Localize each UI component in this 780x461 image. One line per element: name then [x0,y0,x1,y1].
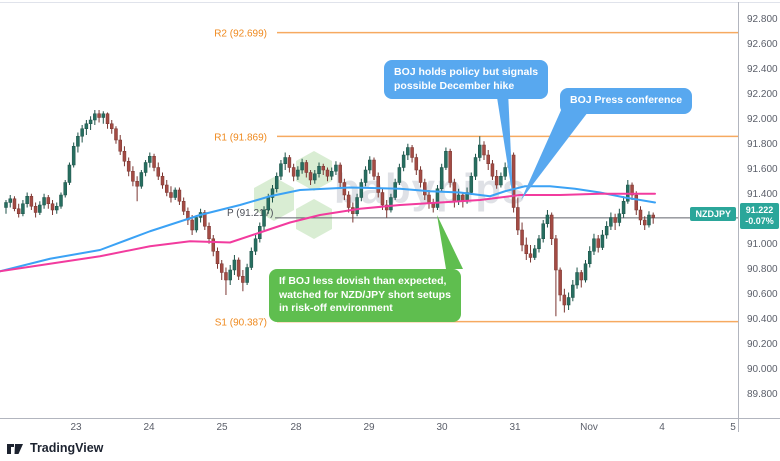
callout-text: watched for NZD/JPY short setups [279,288,451,301]
last-price-tag: 91.222 -0.07% [740,203,779,229]
callout-text: BOJ holds policy but signals [394,66,539,78]
tradingview-attribution[interactable]: TradingView [6,438,103,458]
price-axis-separator [738,2,739,432]
candlestick-chart[interactable]: R2 (92.699) R1 (91.869) S1 (90.387) P (91.2… [0,3,738,418]
price-tick-label: 89.800 [747,389,778,400]
chart-pane[interactable]: babypips R2 (92.699) R1 (91.869) S1 (90.38… [0,3,738,418]
time-tick-label: 30 [436,422,448,433]
price-tick-label: 91.000 [747,239,778,250]
price-tick-label: 91.400 [747,189,778,200]
svg-text:P (91.217): P (91.217) [227,208,274,219]
time-tick-label: 31 [509,422,521,433]
svg-text:S1 (90.387): S1 (90.387) [215,318,267,329]
last-price-value: 91.222 [745,205,774,215]
time-tick-label: 23 [70,422,82,433]
time-tick-label: Nov [580,422,598,433]
price-tick-label: 90.200 [747,339,778,350]
time-tick-label: 24 [143,422,155,433]
callout-text: BOJ Press conference [570,94,683,106]
widget-top-border [0,2,780,3]
callout-boj-press-conference[interactable]: BOJ Press conference [560,88,693,114]
tradingview-logo-text: TradingView [30,441,104,455]
svg-text:R2 (92.699): R2 (92.699) [214,29,267,40]
price-tick-label: 92.200 [747,89,778,100]
callout-tail [521,108,588,200]
time-axis-separator [0,418,780,419]
price-tick-label: 92.000 [747,114,778,125]
callout-text: in risk-off environment [279,302,393,315]
time-axis[interactable]: 23 24 25 28 29 30 31 Nov 4 5 [0,419,780,433]
price-tick-label: 90.800 [747,264,778,275]
price-tick-label: 92.400 [747,64,778,75]
callout-boj-holds-policy[interactable]: BOJ holds policy but signals possible De… [384,60,549,100]
price-tick-label: 90.000 [747,364,778,375]
svg-text:R1 (91.869): R1 (91.869) [214,132,267,143]
price-tick-label: 91.800 [747,139,778,150]
price-tick-label: 90.400 [747,314,778,325]
callout-text: possible December hike [394,79,515,92]
time-tick-label: 4 [659,422,665,433]
symbol-label-chip: NZDJPY [690,207,736,221]
last-price-change: -0.07% [745,215,774,226]
time-tick-label: 29 [363,422,375,433]
price-tick-label: 90.600 [747,289,778,300]
price-axis[interactable]: 91.222 -0.07% 92.800 92.600 92.400 92.200 92… [739,3,780,418]
callout-boj-less-dovish[interactable]: If BOJ less dovish than expected, watche… [269,269,461,322]
price-tick-label: 92.800 [747,14,778,25]
time-tick-label: 25 [216,422,228,433]
ma-blue-line [0,185,656,273]
time-tick-label: 5 [730,422,736,433]
price-tick-label: 91.600 [747,164,778,175]
tradingview-logo-icon [7,444,23,454]
time-tick-label: 28 [290,422,302,433]
price-tick-label: 92.600 [747,39,778,50]
callout-tail [496,91,513,199]
ma-pink-line [0,192,656,273]
callout-tail [437,215,463,269]
callout-text: If BOJ less dovish than expected, [279,275,447,287]
